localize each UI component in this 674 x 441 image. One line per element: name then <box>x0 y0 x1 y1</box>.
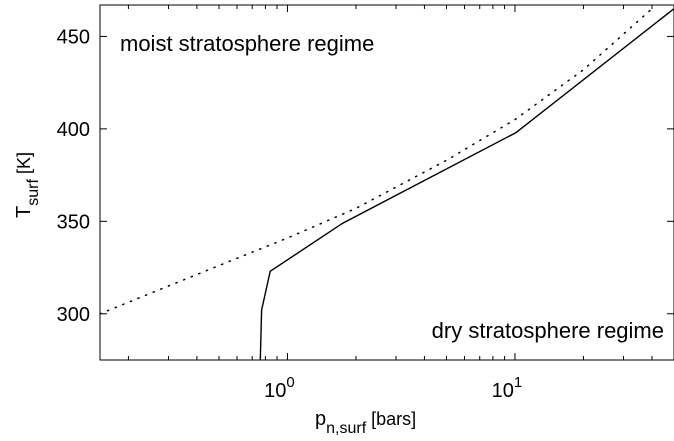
plot-area <box>99 4 674 361</box>
x-axis-label-sub: n,surf <box>326 420 367 437</box>
y-axis-label-group: Tsurf [K] <box>13 152 42 218</box>
series-line-solid <box>259 8 674 361</box>
annotation-moist: moist stratosphere regime <box>120 31 374 56</box>
y-axis-label-main: T <box>13 206 35 218</box>
y-tick-label: 300 <box>57 304 90 326</box>
y-axis-label-sub: surf <box>25 179 42 206</box>
y-axis-label: Tsurf [K] <box>13 152 42 218</box>
x-axis-label-main: p <box>315 408 326 430</box>
y-tick-label: 350 <box>57 211 90 233</box>
tick-layer: 300 350 400 450 100 101 <box>57 5 674 402</box>
annotation-dry: dry stratosphere regime <box>432 318 664 343</box>
y-tick-label: 400 <box>57 119 90 141</box>
y-axis-label-unit: [K] <box>14 152 34 179</box>
x-tick-label: 101 <box>492 374 523 402</box>
x-axis-label: pn,surf [bars] <box>315 408 416 437</box>
series-layer <box>99 7 674 361</box>
x-axis-label-unit: [bars] <box>366 409 416 429</box>
y-tick-label: 450 <box>57 26 90 48</box>
x-tick-label: 100 <box>264 374 295 402</box>
series-line-dotted <box>99 7 653 315</box>
